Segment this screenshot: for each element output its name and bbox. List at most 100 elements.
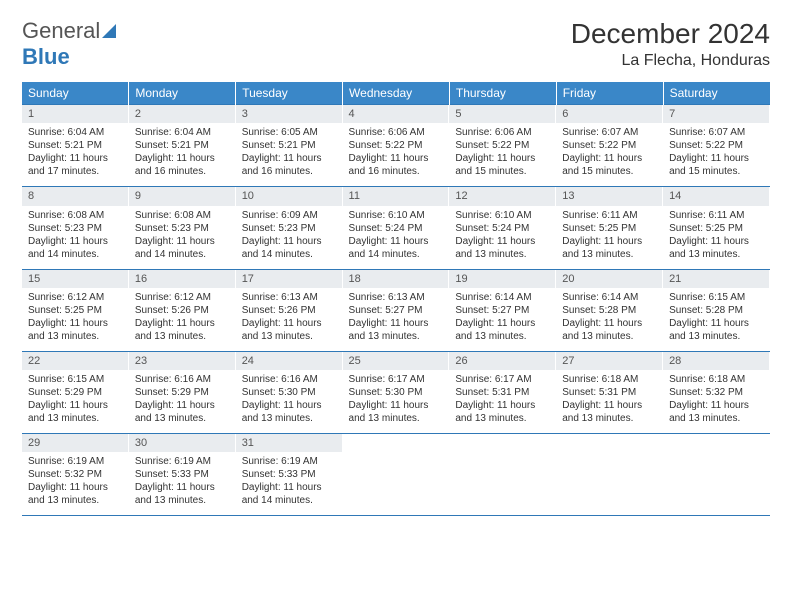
calendar-header-row: SundayMondayTuesdayWednesdayThursdayFrid…	[22, 82, 770, 105]
day-content: Sunrise: 6:19 AMSunset: 5:32 PMDaylight:…	[22, 452, 129, 515]
weekday-header: Tuesday	[236, 82, 343, 105]
calendar-day-cell: 21Sunrise: 6:15 AMSunset: 5:28 PMDayligh…	[663, 269, 770, 351]
day-content: Sunrise: 6:16 AMSunset: 5:29 PMDaylight:…	[129, 370, 236, 433]
day-number: 3	[236, 105, 343, 123]
day-number: 12	[449, 187, 556, 205]
daylight-line: Daylight: 11 hours and 13 minutes.	[669, 399, 764, 425]
daylight-line: Daylight: 11 hours and 13 minutes.	[242, 317, 337, 343]
day-number: 11	[343, 187, 450, 205]
calendar-day-cell: 1Sunrise: 6:04 AMSunset: 5:21 PMDaylight…	[22, 105, 129, 187]
calendar-day-cell: 5Sunrise: 6:06 AMSunset: 5:22 PMDaylight…	[449, 105, 556, 187]
daylight-line: Daylight: 11 hours and 17 minutes.	[28, 152, 123, 178]
sunset-line: Sunset: 5:21 PM	[135, 139, 230, 152]
day-content: Sunrise: 6:09 AMSunset: 5:23 PMDaylight:…	[236, 206, 343, 269]
daylight-line: Daylight: 11 hours and 13 minutes.	[28, 481, 123, 507]
day-content: Sunrise: 6:17 AMSunset: 5:31 PMDaylight:…	[449, 370, 556, 433]
daylight-line: Daylight: 11 hours and 13 minutes.	[455, 317, 550, 343]
day-number: 5	[449, 105, 556, 123]
weekday-header: Saturday	[663, 82, 770, 105]
daylight-line: Daylight: 11 hours and 13 minutes.	[669, 317, 764, 343]
sunrise-line: Sunrise: 6:06 AM	[349, 126, 444, 139]
sunset-line: Sunset: 5:24 PM	[455, 222, 550, 235]
day-content: Sunrise: 6:16 AMSunset: 5:30 PMDaylight:…	[236, 370, 343, 433]
weekday-header: Sunday	[22, 82, 129, 105]
day-content: Sunrise: 6:13 AMSunset: 5:27 PMDaylight:…	[343, 288, 450, 351]
sunrise-line: Sunrise: 6:15 AM	[669, 291, 764, 304]
calendar-day-cell: 15Sunrise: 6:12 AMSunset: 5:25 PMDayligh…	[22, 269, 129, 351]
sunrise-line: Sunrise: 6:13 AM	[242, 291, 337, 304]
daylight-line: Daylight: 11 hours and 13 minutes.	[349, 317, 444, 343]
daylight-line: Daylight: 11 hours and 15 minutes.	[669, 152, 764, 178]
daylight-line: Daylight: 11 hours and 13 minutes.	[349, 399, 444, 425]
location: La Flecha, Honduras	[571, 52, 770, 70]
day-number: 31	[236, 434, 343, 452]
calendar-day-cell: 28Sunrise: 6:18 AMSunset: 5:32 PMDayligh…	[663, 351, 770, 433]
calendar-table: SundayMondayTuesdayWednesdayThursdayFrid…	[22, 82, 770, 516]
calendar-day-cell: 12Sunrise: 6:10 AMSunset: 5:24 PMDayligh…	[449, 187, 556, 269]
day-number: 30	[129, 434, 236, 452]
calendar-day-cell: 25 Sunrise: 6:17 AMSunset: 5:30 PMDayligh…	[343, 351, 450, 433]
sunset-line: Sunset: 5:24 PM	[349, 222, 444, 235]
sunset-line: Sunset: 5:31 PM	[455, 386, 550, 399]
day-number: 24	[236, 352, 343, 370]
sunrise-line: Sunrise: 6:11 AM	[669, 209, 764, 222]
logo-sail-icon	[102, 18, 122, 43]
header: GeneralBlue December 2024 La Flecha, Hon…	[22, 18, 770, 70]
calendar-day-cell: ..	[343, 434, 450, 516]
sunset-line: Sunset: 5:29 PM	[28, 386, 123, 399]
sunrise-line: Sunrise: 6:15 AM	[28, 373, 123, 386]
sunset-line: Sunset: 5:33 PM	[242, 468, 337, 481]
day-content: Sunrise: 6:19 AMSunset: 5:33 PMDaylight:…	[236, 452, 343, 515]
day-number: 25	[343, 352, 450, 370]
day-number: 29	[22, 434, 129, 452]
calendar-day-cell: 3Sunrise: 6:05 AMSunset: 5:21 PMDaylight…	[236, 105, 343, 187]
day-content: Sunrise: 6:15 AMSunset: 5:29 PMDaylight:…	[22, 370, 129, 433]
day-number: 6	[556, 105, 663, 123]
calendar-day-cell: 14Sunrise: 6:11 AMSunset: 5:25 PMDayligh…	[663, 187, 770, 269]
daylight-line: Daylight: 11 hours and 13 minutes.	[135, 481, 230, 507]
day-number: 18	[343, 270, 450, 288]
day-content: Sunrise: 6:07 AMSunset: 5:22 PMDaylight:…	[663, 123, 770, 186]
sunset-line: Sunset: 5:26 PM	[242, 304, 337, 317]
calendar-day-cell: 24Sunrise: 6:16 AMSunset: 5:30 PMDayligh…	[236, 351, 343, 433]
sunset-line: Sunset: 5:22 PM	[669, 139, 764, 152]
sunrise-line: Sunrise: 6:09 AM	[242, 209, 337, 222]
month-title: December 2024	[571, 18, 770, 50]
day-content: Sunrise: 6:04 AMSunset: 5:21 PMDaylight:…	[129, 123, 236, 186]
sunrise-line: Sunrise: 6:18 AM	[669, 373, 764, 386]
daylight-line: Daylight: 11 hours and 14 minutes.	[349, 235, 444, 261]
sunrise-line: Sunrise: 6:13 AM	[349, 291, 444, 304]
sunset-line: Sunset: 5:23 PM	[242, 222, 337, 235]
day-content: Sunrise: 6:10 AMSunset: 5:24 PMDaylight:…	[343, 206, 450, 269]
day-number: 13	[556, 187, 663, 205]
sunset-line: Sunset: 5:26 PM	[135, 304, 230, 317]
day-number: 17	[236, 270, 343, 288]
calendar-day-cell: 26Sunrise: 6:17 AMSunset: 5:31 PMDayligh…	[449, 351, 556, 433]
daylight-line: Daylight: 11 hours and 14 minutes.	[242, 481, 337, 507]
day-number: 27	[556, 352, 663, 370]
calendar-day-cell: 2Sunrise: 6:04 AMSunset: 5:21 PMDaylight…	[129, 105, 236, 187]
day-content: Sunrise: 6:12 AMSunset: 5:25 PMDaylight:…	[22, 288, 129, 351]
sunset-line: Sunset: 5:30 PM	[349, 386, 444, 399]
day-content: Sunrise: 6:15 AMSunset: 5:28 PMDaylight:…	[663, 288, 770, 351]
day-content: Sunrise: 6:04 AMSunset: 5:21 PMDaylight:…	[22, 123, 129, 186]
calendar-day-cell: 31Sunrise: 6:19 AMSunset: 5:33 PMDayligh…	[236, 434, 343, 516]
weekday-header: Friday	[556, 82, 663, 105]
day-number: 19	[449, 270, 556, 288]
calendar-day-cell: ..	[663, 434, 770, 516]
sunrise-line: Sunrise: 6:16 AM	[135, 373, 230, 386]
sunrise-line: Sunrise: 6:19 AM	[28, 455, 123, 468]
sunrise-line: Sunrise: 6:17 AM	[349, 373, 444, 386]
calendar-body: 1Sunrise: 6:04 AMSunset: 5:21 PMDaylight…	[22, 105, 770, 516]
day-content: Sunrise: 6:13 AMSunset: 5:26 PMDaylight:…	[236, 288, 343, 351]
logo-text: GeneralBlue	[22, 18, 122, 70]
day-content: Sunrise: 6:14 AMSunset: 5:27 PMDaylight:…	[449, 288, 556, 351]
sunrise-line: Sunrise: 6:07 AM	[669, 126, 764, 139]
day-number: 16	[129, 270, 236, 288]
day-number: 10	[236, 187, 343, 205]
sunset-line: Sunset: 5:33 PM	[135, 468, 230, 481]
calendar-week-row: 29Sunrise: 6:19 AMSunset: 5:32 PMDayligh…	[22, 434, 770, 516]
calendar-day-cell: 29Sunrise: 6:19 AMSunset: 5:32 PMDayligh…	[22, 434, 129, 516]
sunrise-line: Sunrise: 6:14 AM	[455, 291, 550, 304]
sunset-line: Sunset: 5:23 PM	[135, 222, 230, 235]
